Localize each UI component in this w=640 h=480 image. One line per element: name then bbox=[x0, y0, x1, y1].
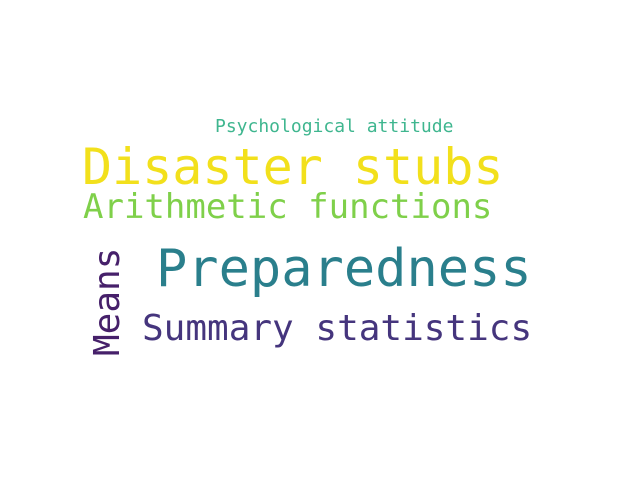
word-means: Means bbox=[87, 247, 128, 356]
word-preparedness: Preparedness bbox=[156, 239, 532, 299]
word-disaster-stubs: Disaster stubs bbox=[82, 138, 504, 196]
word-summary-statistics: Summary statistics bbox=[142, 308, 533, 349]
word-psychological-attitude: Psychological attitude bbox=[215, 116, 454, 137]
word-arithmetic-functions: Arithmetic functions bbox=[83, 187, 493, 227]
